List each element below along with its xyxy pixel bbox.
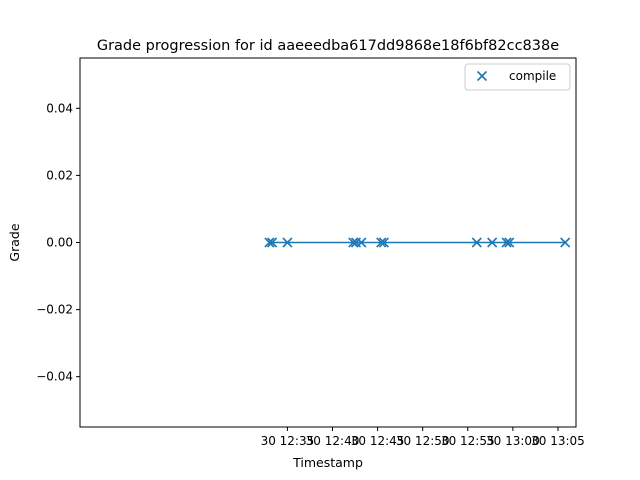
y-tick-label: 0.02	[46, 168, 73, 182]
data-point	[504, 237, 515, 248]
data-point	[471, 237, 482, 248]
legend-marker-compile	[476, 70, 488, 82]
data-point	[348, 237, 359, 248]
data-point	[487, 237, 498, 248]
data-point	[267, 237, 278, 248]
x-tick-label: 30 13:00	[486, 434, 540, 448]
plot-frame	[79, 57, 577, 428]
data-point	[356, 237, 367, 248]
y-axis: 0.04 0.02 0.00 −0.02 −0.04	[36, 101, 80, 384]
data-point	[282, 237, 293, 248]
data-point	[376, 237, 387, 248]
y-tick-label: −0.02	[36, 303, 73, 317]
x-tick-label: 30 12:40	[306, 434, 360, 448]
y-tick-label: 0.04	[46, 101, 73, 115]
data-point	[378, 237, 389, 248]
series-layer	[264, 237, 571, 248]
legend: compile	[464, 63, 571, 91]
data-point	[501, 237, 512, 248]
chart-title: Grade progression for id aaeeedba617dd98…	[97, 38, 559, 54]
x-tick-label: 30 12:55	[441, 434, 495, 448]
x-tick-label: 30 13:05	[531, 434, 585, 448]
x-tick-label: 30 12:45	[351, 434, 405, 448]
data-point	[264, 237, 275, 248]
y-tick-label: −0.04	[36, 370, 73, 384]
x-axis-label: Timestamp	[292, 455, 363, 470]
y-tick-label: 0.00	[46, 236, 73, 250]
legend-box	[464, 63, 571, 91]
legend-label-compile: compile	[509, 69, 556, 83]
x-tick-label: 30 12:35	[261, 434, 315, 448]
data-point	[560, 237, 571, 248]
y-axis-label: Grade	[7, 223, 22, 261]
x-tick-label: 30 12:50	[396, 434, 450, 448]
